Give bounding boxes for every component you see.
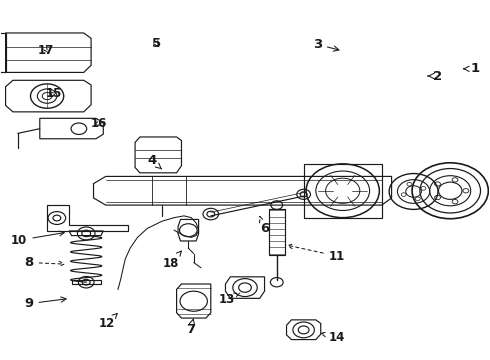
Text: 2: 2 (428, 69, 442, 82)
Text: 9: 9 (24, 297, 66, 310)
Text: 4: 4 (147, 154, 162, 169)
Text: 18: 18 (163, 251, 181, 270)
Text: 5: 5 (151, 36, 161, 50)
Text: 8: 8 (24, 256, 64, 269)
Text: 13: 13 (219, 293, 240, 306)
Text: 16: 16 (90, 117, 107, 130)
Text: 12: 12 (99, 314, 117, 330)
Text: 14: 14 (321, 330, 345, 343)
Text: 1: 1 (464, 62, 479, 75)
Text: 10: 10 (11, 231, 64, 247)
Text: 17: 17 (38, 44, 54, 57)
Text: 3: 3 (313, 38, 339, 51)
Text: 6: 6 (260, 216, 269, 235)
Text: 15: 15 (45, 87, 62, 100)
Text: 11: 11 (288, 244, 345, 262)
Text: 7: 7 (186, 319, 195, 336)
